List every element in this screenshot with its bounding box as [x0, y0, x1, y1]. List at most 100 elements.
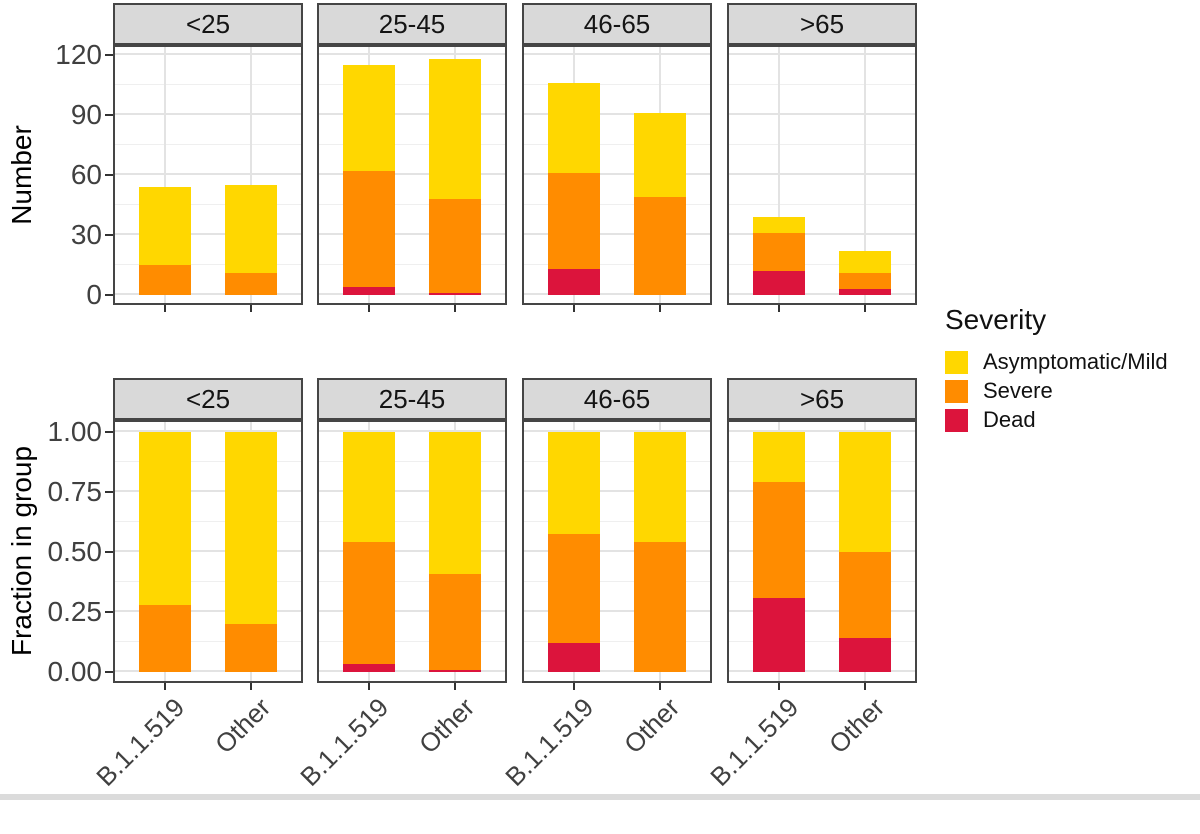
bar-b-1-1-519	[753, 217, 806, 295]
y-tick-label: 0.25	[47, 596, 103, 627]
y-tick-label: 0.75	[47, 476, 103, 507]
gridline-minor	[115, 204, 301, 205]
gridline-major	[115, 550, 301, 552]
segment-mild	[224, 432, 277, 624]
gridline-major	[729, 233, 915, 235]
gridline-major	[729, 113, 915, 115]
bar-b-1-1-519	[343, 65, 396, 295]
gridline-minor	[115, 84, 301, 85]
facet-strip-label: <25	[185, 383, 231, 414]
segment-mild	[139, 187, 192, 265]
x-tick-mark	[453, 305, 456, 312]
segment-severe	[753, 482, 806, 598]
facet-panel	[113, 420, 303, 683]
gridline-major	[729, 430, 915, 432]
bar-other	[633, 113, 686, 295]
gridline-major	[319, 233, 505, 235]
bar-other	[633, 432, 686, 672]
segment-dead	[753, 271, 806, 295]
gridline-major	[319, 430, 505, 432]
segment-mild	[838, 251, 891, 273]
bar-b-1-1-519	[139, 432, 192, 672]
facet-panel	[522, 420, 712, 683]
gridline-minor	[729, 641, 915, 642]
gridline-major	[524, 53, 710, 55]
facet-panel	[317, 45, 507, 305]
gridline-vertical	[164, 47, 167, 303]
segment-mild	[753, 432, 806, 483]
segment-mild	[548, 83, 601, 173]
gridline-major	[115, 173, 301, 175]
gridline-major	[524, 550, 710, 552]
segment-severe	[548, 173, 601, 269]
segment-dead	[838, 638, 891, 672]
segment-mild	[343, 65, 396, 171]
y-tick-mark	[105, 551, 113, 553]
gridline-minor	[319, 581, 505, 582]
gridline-major	[524, 233, 710, 235]
segment-severe	[548, 534, 601, 644]
gridline-minor	[729, 84, 915, 85]
segment-severe	[428, 573, 481, 670]
gridline-minor	[319, 521, 505, 522]
segment-mild	[428, 59, 481, 199]
segment-severe	[633, 542, 686, 672]
segment-mild	[343, 432, 396, 543]
legend-swatch-dead	[945, 408, 968, 432]
y-tick-mark	[105, 294, 113, 296]
facet-strip-label: 46-65	[583, 8, 651, 39]
gridline-minor	[319, 641, 505, 642]
segment-mild	[633, 113, 686, 197]
gridline-major	[524, 490, 710, 492]
y-tick-label: 30	[70, 219, 102, 250]
bar-b-1-1-519	[139, 187, 192, 295]
gridline-minor	[524, 461, 710, 462]
gridline-major	[729, 293, 915, 295]
gridline-minor	[319, 461, 505, 462]
segment-dead	[428, 293, 481, 295]
gridline-major	[319, 173, 505, 175]
gridline-minor	[115, 521, 301, 522]
x-tick-mark	[368, 683, 371, 690]
segment-dead	[548, 643, 601, 672]
gridline-major	[524, 430, 710, 432]
x-tick-mark	[863, 305, 866, 312]
bar-other	[428, 432, 481, 672]
segment-dead	[548, 269, 601, 295]
x-tick-mark	[164, 305, 167, 312]
bar-b-1-1-519	[343, 432, 396, 672]
gridline-minor	[524, 84, 710, 85]
gridline-minor	[524, 264, 710, 265]
x-tick-mark	[368, 305, 371, 312]
x-tick-mark	[453, 683, 456, 690]
gridline-minor	[729, 581, 915, 582]
bar-other	[428, 59, 481, 295]
gridline-major	[729, 610, 915, 612]
segment-dead	[343, 287, 396, 295]
segment-mild	[753, 217, 806, 233]
bar-b-1-1-519	[753, 432, 806, 672]
x-tick-mark	[863, 683, 866, 690]
gridline-minor	[524, 641, 710, 642]
segment-severe	[224, 273, 277, 295]
x-tick-mark	[658, 683, 661, 690]
facet-panel	[113, 45, 303, 305]
x-tick-mark	[778, 305, 781, 312]
facet-panel	[727, 45, 917, 305]
gridline-major	[115, 293, 301, 295]
legend-item-label: Asymptomatic/Mild	[983, 349, 1168, 374]
segment-mild	[633, 432, 686, 543]
gridline-minor	[115, 581, 301, 582]
gridline-minor	[729, 264, 915, 265]
gridline-major	[319, 293, 505, 295]
facet-strip-label: >65	[799, 383, 845, 414]
x-tick-mark	[658, 305, 661, 312]
gridline-major	[319, 550, 505, 552]
segment-severe	[838, 552, 891, 639]
legend-item: Severe	[945, 378, 1168, 404]
segment-mild	[224, 185, 277, 273]
gridline-minor	[115, 264, 301, 265]
bar-b-1-1-519	[548, 432, 601, 672]
x-tick-mark	[778, 683, 781, 690]
legend-title: Severity	[945, 304, 1047, 335]
